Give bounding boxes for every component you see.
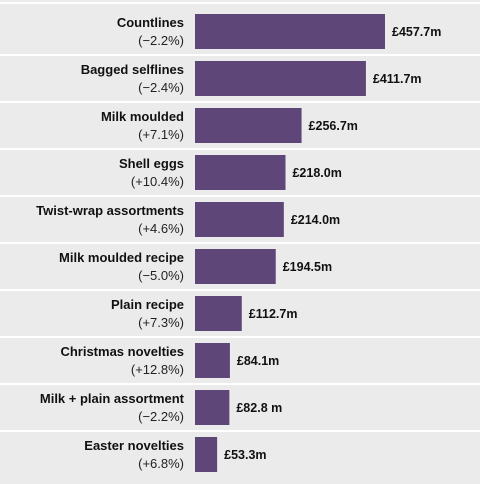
bar	[195, 249, 276, 284]
category-label: Plain recipe	[111, 297, 184, 312]
bar-row: Countlines (−2.2%) £457.7m	[117, 14, 441, 49]
value-label: £218.0m	[292, 166, 341, 180]
category-label: Christmas novelties	[60, 344, 184, 359]
bar	[195, 61, 366, 96]
category-label: Easter novelties	[84, 438, 184, 453]
bar-row: Christmas novelties (+12.8%) £84.1m	[60, 343, 279, 378]
change-label: (−2.2%)	[138, 33, 184, 48]
category-label: Shell eggs	[119, 156, 184, 171]
change-label: (+10.4%)	[131, 174, 184, 189]
bar	[195, 296, 242, 331]
category-label: Countlines	[117, 15, 184, 30]
category-label: Milk + plain assortment	[40, 391, 185, 406]
change-label: (−2.2%)	[138, 409, 184, 424]
bar-row: Easter novelties (+6.8%) £53.3m	[84, 437, 267, 472]
change-label: (+7.1%)	[138, 127, 184, 142]
category-label: Bagged selflines	[81, 62, 184, 77]
bar	[195, 343, 230, 378]
bar	[195, 108, 302, 143]
bar-row: Twist-wrap assortments (+4.6%) £214.0m	[36, 202, 340, 237]
bar	[195, 14, 385, 49]
bar-row: Milk + plain assortment (−2.2%) £82.8 m	[40, 390, 282, 425]
value-label: £411.7m	[373, 72, 422, 86]
change-label: (+7.3%)	[138, 315, 184, 330]
value-label: £82.8 m	[236, 401, 282, 415]
change-label: (+6.8%)	[138, 456, 184, 471]
bar-row: Bagged selflines (−2.4%) £411.7m	[81, 61, 422, 96]
value-label: £214.0m	[291, 213, 340, 227]
value-label: £112.7m	[249, 307, 298, 321]
bar	[195, 437, 218, 472]
bar-row: Milk moulded (+7.1%) £256.7m	[101, 108, 358, 143]
bar	[195, 155, 286, 190]
bar	[195, 390, 230, 425]
value-label: £53.3m	[224, 448, 266, 462]
bar	[195, 202, 284, 237]
bar-row: Milk moulded recipe (−5.0%) £194.5m	[59, 249, 332, 284]
value-label: £457.7m	[392, 25, 441, 39]
bar-row: Plain recipe (+7.3%) £112.7m	[111, 296, 297, 331]
category-label: Twist-wrap assortments	[36, 203, 184, 218]
change-label: (−5.0%)	[138, 268, 184, 283]
value-label: £256.7m	[309, 119, 358, 133]
category-label: Milk moulded	[101, 109, 184, 124]
bar-row: Shell eggs (+10.4%) £218.0m	[119, 155, 342, 190]
category-label: Milk moulded recipe	[59, 250, 184, 265]
change-label: (+4.6%)	[138, 221, 184, 236]
value-label: £194.5m	[283, 260, 332, 274]
change-label: (+12.8%)	[131, 362, 184, 377]
change-label: (−2.4%)	[138, 80, 184, 95]
value-label: £84.1m	[237, 354, 279, 368]
